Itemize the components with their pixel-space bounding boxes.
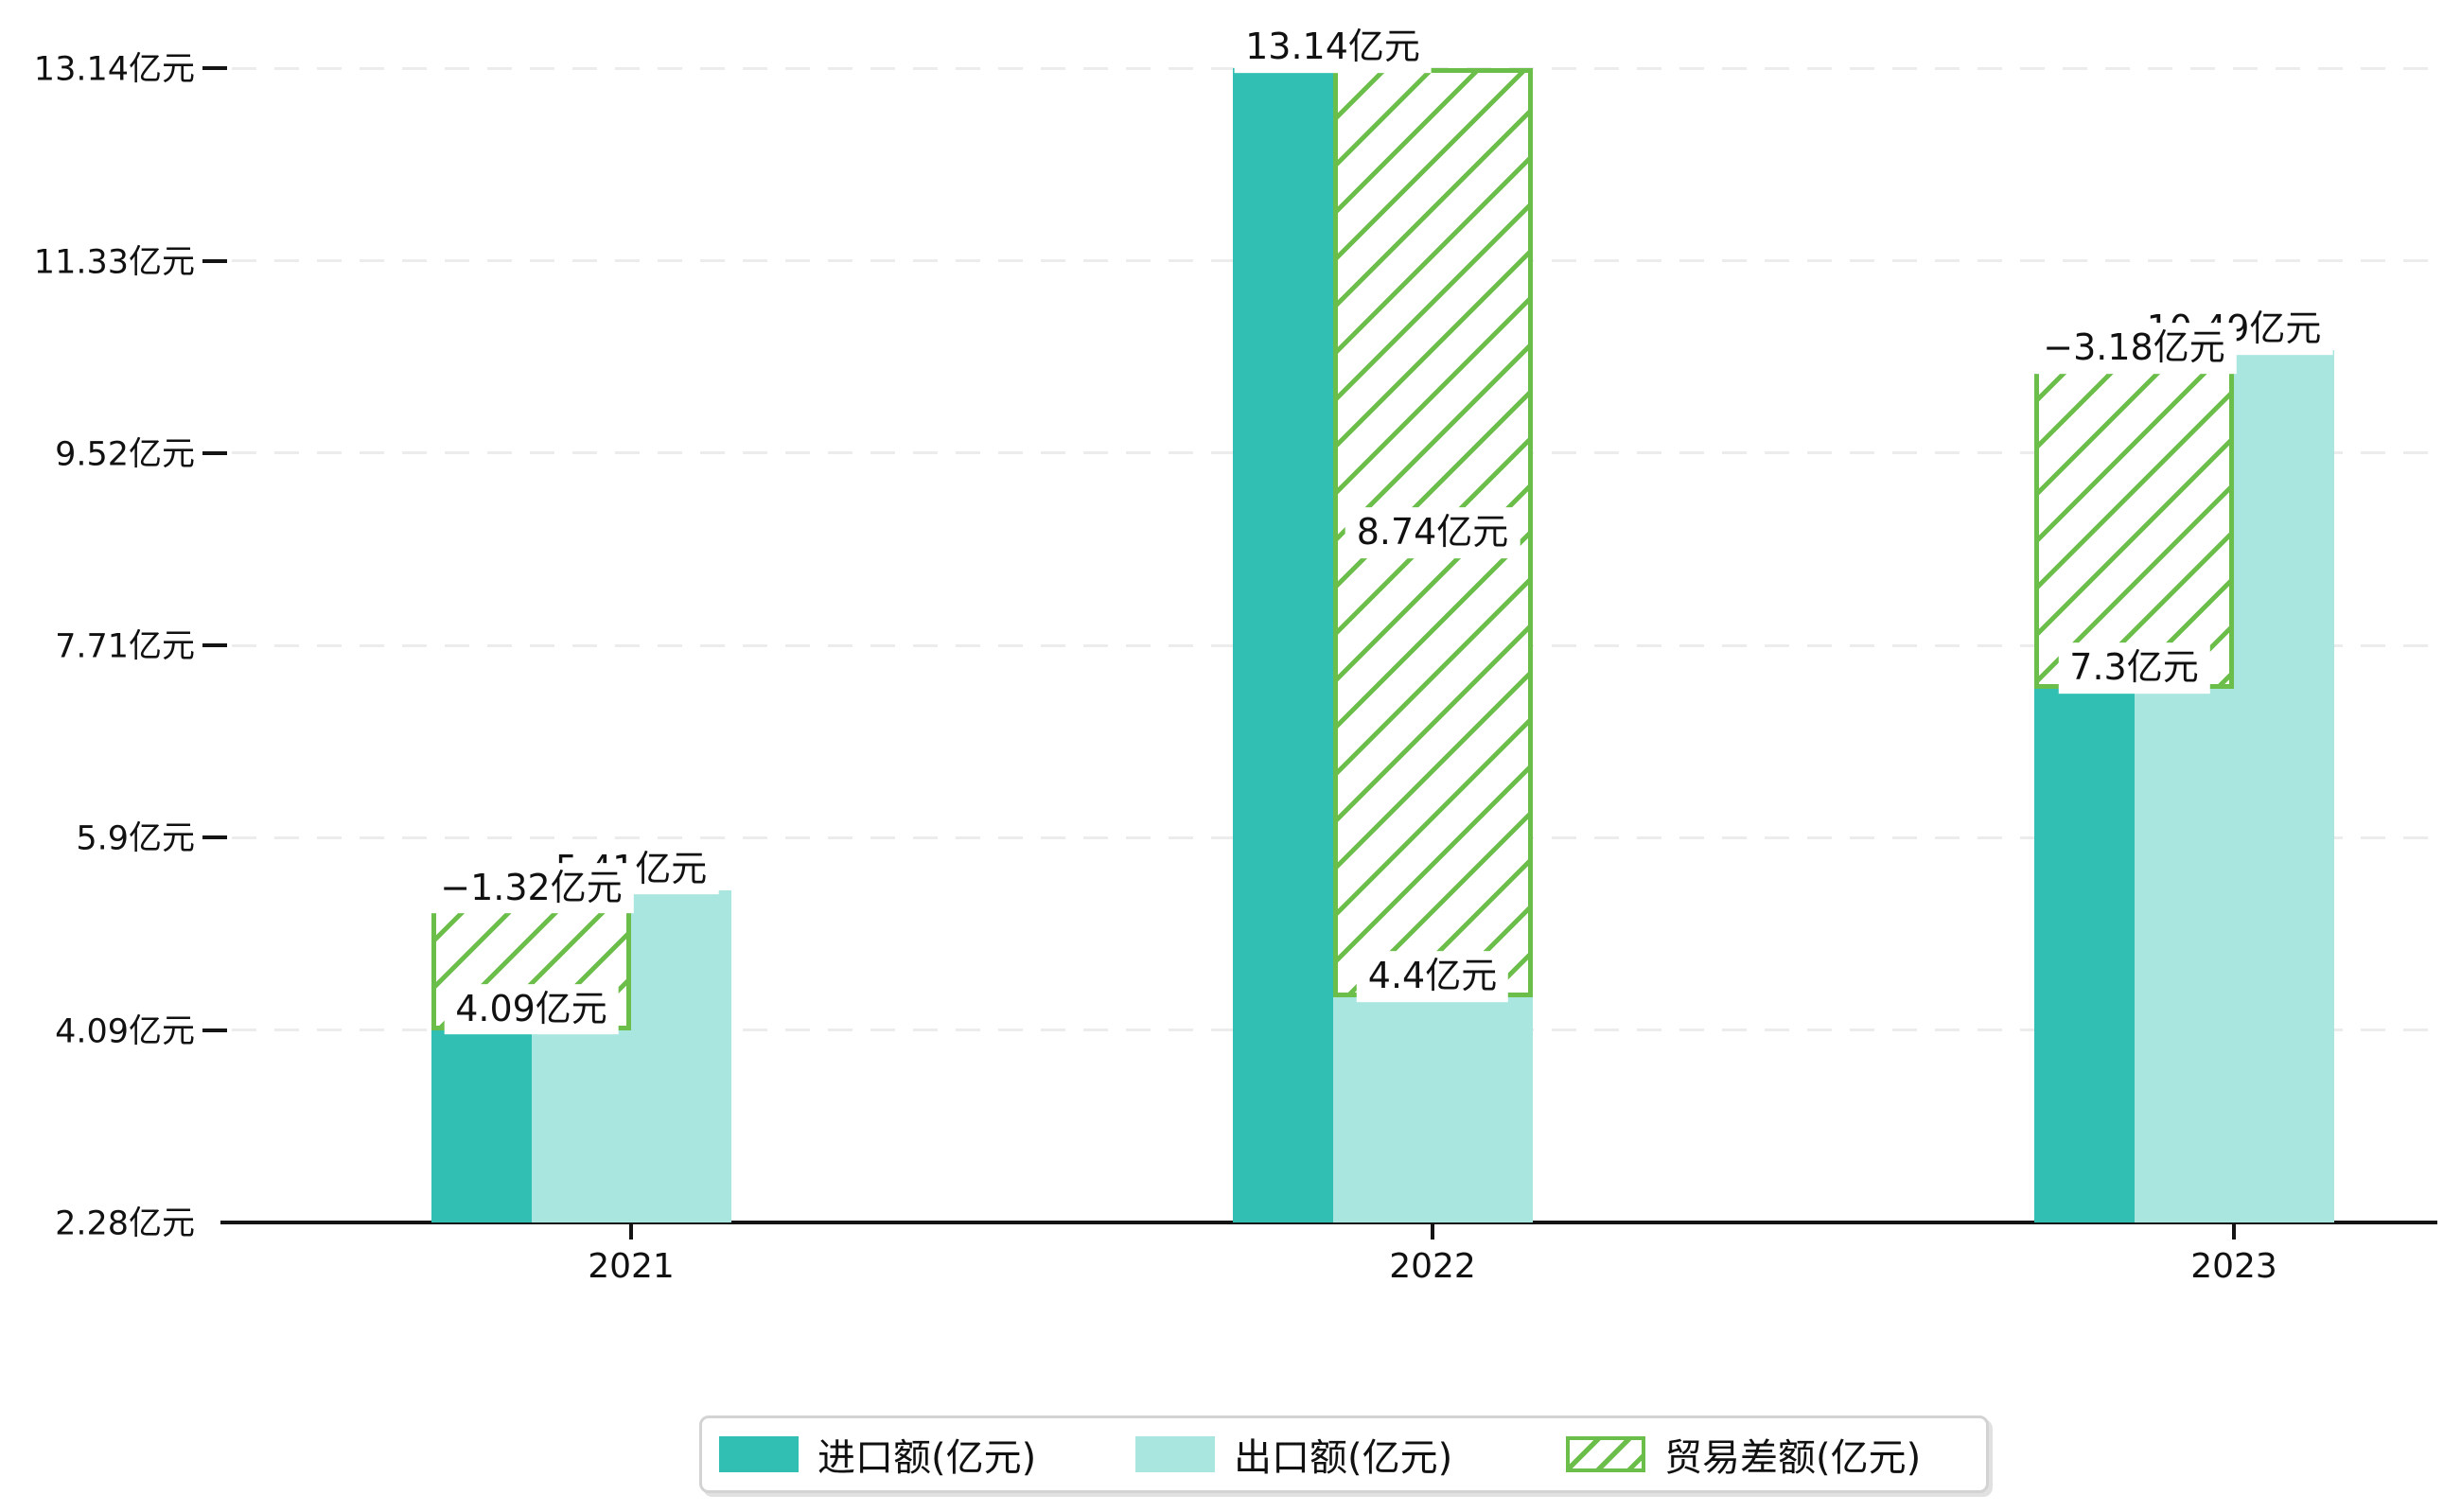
y-tick-label: 7.71亿元 [55, 627, 195, 666]
trade-balance-value-label-2021: −1.32亿元 [429, 862, 634, 914]
trade-balance-legend-label: 贸易差额(亿元) [1664, 1436, 1922, 1480]
trade-balance-bar-2023 [2034, 350, 2234, 690]
x-tick-mark [629, 1224, 633, 1239]
y-tick-mark [202, 258, 227, 263]
y-tick-label: 2.28亿元 [55, 1204, 195, 1243]
x-tick-mark [1431, 1224, 1434, 1239]
import-value-label-2022: 13.14亿元 [1234, 22, 1432, 74]
x-tick-label-2021: 2021 [588, 1247, 675, 1286]
legend: 进口额(亿元) 出口额(亿元) 贸易差额(亿元) [699, 1415, 1989, 1493]
x-tick-mark [2232, 1224, 2236, 1239]
y-tick-label: 9.52亿元 [55, 435, 195, 474]
y-tick-mark [202, 643, 227, 648]
trade-balance-legend-swatch [1566, 1436, 1645, 1472]
trade-balance-value-label-2022: 8.74亿元 [1345, 507, 1521, 559]
import-legend-label: 进口额(亿元) [817, 1436, 1037, 1480]
y-tick-label: 13.14亿元 [33, 50, 195, 89]
import-value-label-2023: 7.3亿元 [2058, 642, 2210, 694]
export-legend-label: 出口额(亿元) [1234, 1436, 1453, 1480]
trade-balance-value-label-2023: −3.18亿元 [2031, 323, 2237, 374]
y-tick-mark [202, 450, 227, 455]
export-value-label-2022: 4.4亿元 [1356, 951, 1509, 1002]
y-tick-mark [202, 66, 227, 71]
import-legend-swatch [719, 1436, 799, 1472]
y-tick-label: 5.9亿元 [76, 819, 195, 858]
export-bar-2022 [1332, 996, 1533, 1222]
y-tick-mark [202, 1028, 227, 1032]
export-legend-swatch [1135, 1436, 1215, 1472]
y-tick-label: 4.09亿元 [55, 1012, 195, 1051]
x-tick-label-2023: 2023 [2190, 1247, 2277, 1286]
y-tick-mark [202, 835, 227, 840]
y-tick-label: 11.33亿元 [33, 243, 195, 282]
import-value-label-2021: 4.09亿元 [444, 983, 619, 1035]
x-axis-line [220, 1221, 2437, 1224]
x-tick-label-2022: 2022 [1389, 1247, 1476, 1286]
